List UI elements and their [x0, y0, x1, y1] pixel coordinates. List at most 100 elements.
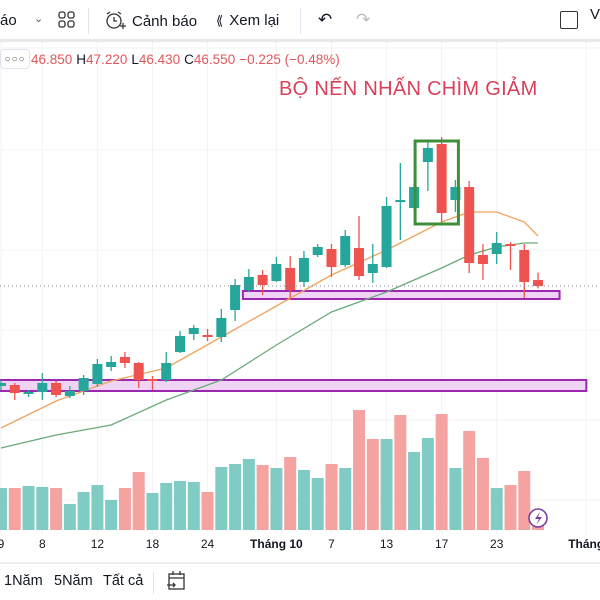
layout-grid-icon[interactable]: [58, 11, 76, 29]
candle: [92, 359, 103, 387]
volume-bar: [270, 468, 283, 530]
candle: [23, 390, 34, 397]
engulfing-highlight-box: [413, 139, 460, 226]
candle: [450, 180, 461, 212]
candle: [354, 216, 365, 280]
range-1y[interactable]: 1Năm: [4, 573, 43, 589]
candle: [175, 331, 186, 353]
candle: [243, 269, 254, 292]
x-tick-label: 23: [490, 537, 504, 551]
x-tick-label: Tháng: [568, 537, 600, 551]
redo-icon[interactable]: ↷: [356, 10, 371, 29]
candle-body: [340, 236, 351, 265]
candle-body: [381, 206, 392, 267]
candle: [436, 137, 447, 222]
replay-icon: ⟪: [216, 12, 224, 28]
candles: [0, 137, 544, 400]
volume-bar: [215, 467, 228, 530]
candle-body: [271, 264, 282, 281]
candle-body: [9, 385, 20, 393]
candle: [119, 352, 130, 368]
candle-body: [119, 357, 130, 363]
candle: [491, 232, 502, 264]
candle-body: [0, 383, 6, 386]
candle-body: [450, 187, 461, 200]
volume-bar: [105, 500, 118, 530]
candle-body: [436, 144, 447, 213]
high-value: 47.220: [86, 51, 128, 67]
candle: [519, 244, 530, 298]
candle: [326, 244, 337, 277]
candle: [51, 381, 62, 397]
low-value: 46.430: [138, 51, 181, 67]
chevron-down-icon[interactable]: ⌄: [34, 13, 44, 25]
candle: [340, 230, 351, 267]
candle: [395, 163, 406, 240]
volume-bar: [339, 468, 352, 530]
volume-bar: [36, 487, 49, 530]
volume-bar: [256, 465, 269, 530]
calendar-goto-icon[interactable]: [167, 570, 187, 596]
support-zone: [0, 379, 588, 392]
candle-body: [92, 364, 103, 384]
support-zone: [241, 290, 561, 300]
candle-body: [464, 187, 475, 263]
candle-body: [188, 328, 199, 334]
volume-bar: [22, 486, 35, 530]
candle-body: [243, 277, 254, 290]
candle-body: [326, 249, 337, 267]
alerts-truncated-label[interactable]: áo: [0, 12, 17, 29]
volume-bar: [408, 452, 421, 530]
volume-bar: [463, 431, 476, 530]
range-bar: 1Năm 5Năm Tất cả: [0, 562, 600, 600]
top-toolbar: áo ⌄ Cảnh báo ⟪ Xem lại ↶ ↷ V: [0, 0, 600, 42]
candle-body: [519, 250, 530, 282]
lightning-icon[interactable]: [528, 508, 548, 528]
candle: [9, 383, 20, 400]
close-key: C: [184, 51, 194, 67]
alert-label: Cảnh báo: [132, 12, 198, 30]
candle-body: [533, 280, 544, 286]
candle: [147, 376, 158, 390]
support-zones[interactable]: [0, 290, 588, 392]
x-tick-label: 7: [328, 537, 335, 551]
candle-body: [505, 244, 516, 246]
volume-bar: [63, 504, 76, 530]
replay-label: Xem lại: [229, 12, 280, 29]
alert-button[interactable]: Cảnh báo: [104, 10, 197, 32]
undo-icon[interactable]: ↶: [318, 10, 333, 29]
ohlc-legend: ○○○ 46.850 H 47.220 L 46.430 C 46.550 −0.22…: [0, 48, 344, 70]
candle-body: [202, 335, 213, 337]
candle: [0, 380, 6, 390]
candle: [257, 270, 268, 295]
volume-bar: [449, 468, 462, 530]
right-truncated-label[interactable]: V: [590, 6, 600, 23]
alarm-clock-icon: [106, 11, 126, 29]
candle: [78, 375, 89, 395]
candle: [422, 140, 433, 191]
more-options-icon[interactable]: ○○○: [0, 49, 30, 69]
fullscreen-checkbox-icon[interactable]: [560, 11, 578, 29]
open-value: 46.850: [31, 51, 73, 67]
volume-bar: [311, 478, 324, 530]
range-all[interactable]: Tất cả: [103, 573, 144, 589]
candle-body: [312, 247, 323, 255]
volume-bars: [0, 410, 545, 530]
candle-body: [78, 378, 89, 391]
candle: [367, 244, 378, 283]
candle: [381, 197, 392, 268]
ma-fast-line: [0, 211, 539, 429]
candle-body: [257, 275, 268, 285]
volume-bar: [435, 414, 448, 530]
candle: [477, 244, 488, 280]
candle: [230, 279, 241, 321]
x-tick-label: 12: [90, 537, 105, 551]
range-5y[interactable]: 5Năm: [54, 573, 93, 589]
volume-bar: [366, 439, 379, 530]
x-tick-label: 9: [0, 537, 5, 551]
replay-button[interactable]: ⟪ Xem lại: [216, 12, 279, 29]
volume-bar: [174, 481, 187, 530]
volume-bar: [132, 472, 145, 530]
pattern-highlight[interactable]: [413, 139, 460, 226]
